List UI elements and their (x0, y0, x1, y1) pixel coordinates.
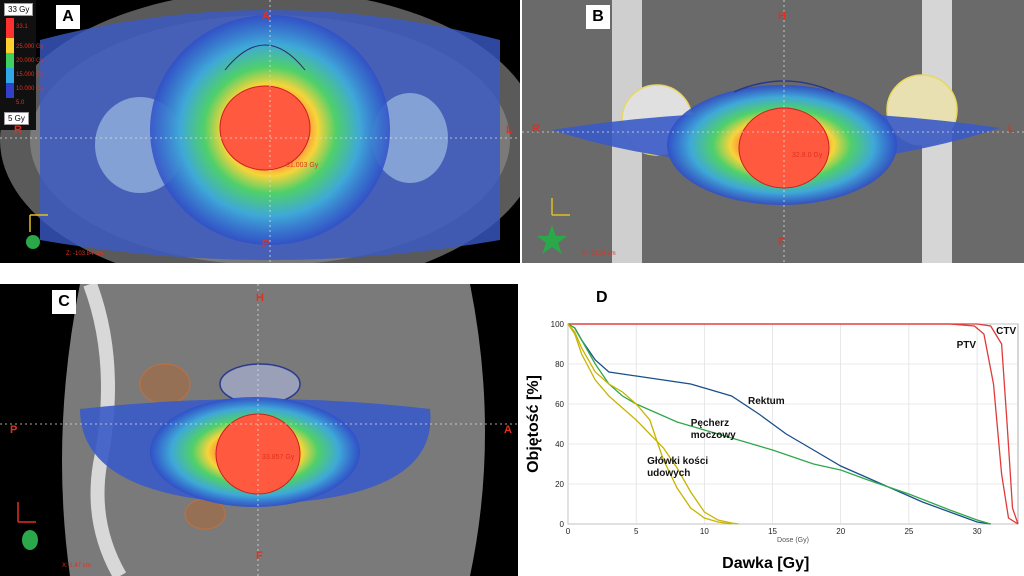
plot-area (567, 323, 1019, 525)
axial-ct-image (0, 0, 520, 263)
x-tick-label: 5 (634, 527, 639, 536)
coord-label-b: Y: -22.03 cm (582, 251, 616, 257)
scale-value-2: 25.000 Gy (16, 44, 44, 50)
scale-value-3: 20.000 Gy (16, 58, 44, 64)
dvh-chart-svg: 0 5 10 15 20 25 30 0 20 40 60 80 100 D Dose (Gy) Dawka … (525, 289, 1019, 572)
orient-bottom-b: F (778, 236, 785, 248)
annotation-pecherz: moczowy (691, 430, 736, 441)
x-axis-small-label: Dose (Gy) (777, 537, 809, 544)
dose-label-a: 31.003 Gy (286, 162, 319, 169)
scale-value-4: 15.000 Gy (16, 72, 44, 78)
panel-letter-b: B (586, 5, 610, 29)
orient-bottom-c: F (256, 550, 263, 562)
series-line-ptv (568, 323, 1019, 525)
orient-right-b: L (1008, 123, 1015, 135)
x-tick-label: 0 (566, 527, 571, 536)
series-line-rektum (567, 323, 991, 525)
orient-bottom-a: P (262, 238, 270, 250)
y-tick-label: 40 (555, 440, 564, 449)
scale-value-5: 10.000 Gy (16, 86, 44, 92)
series-line-główki-kości-udowych (567, 323, 732, 525)
scale-value-1: 33.1 (16, 24, 28, 30)
orient-top-b: H (778, 10, 786, 22)
y-tick-label: 60 (555, 400, 564, 409)
coord-label-a: Z: -103.84 cm (66, 251, 104, 257)
annotation-ctv: CTV (996, 326, 1016, 337)
orient-right-c: A (504, 424, 512, 436)
orient-right-a: L (506, 124, 513, 136)
annotation-pecherz: Pęcherz (691, 418, 729, 429)
coord-label-c: X: 1.47 cm (62, 563, 91, 569)
coronal-ct-image (522, 0, 1024, 263)
panel-letter-c: C (52, 290, 76, 314)
panel-a-axial: 33 Gy 5 Gy 33.1 25.000 Gy 20.000 Gy 15.0… (0, 0, 520, 263)
sagittal-ct-image (0, 284, 520, 576)
panel-letter-d: D (596, 289, 608, 306)
x-tick-label: 20 (836, 527, 845, 536)
orient-top-a: A (262, 10, 270, 22)
panel-c-sagittal: C H F P A 33.857 Gy X: 1.47 cm (0, 284, 520, 576)
dose-label-b: 32.8.0 Gy (792, 152, 823, 159)
annotation-glowki: udowych (647, 468, 690, 479)
y-axis-label: Objętość [%] (525, 375, 542, 473)
dose-label-c: 33.857 Gy (262, 454, 295, 461)
dose-legend-max: 33 Gy (4, 3, 34, 16)
panel-b-coronal: B H F R L 32.8.0 Gy Y: -22.03 cm (522, 0, 1024, 263)
orient-left-c: P (10, 424, 18, 436)
annotation-ptv: PTV (957, 340, 977, 351)
orient-left-a: R (14, 124, 22, 136)
orient-left-b: R (532, 123, 540, 135)
x-tick-label: 10 (700, 527, 709, 536)
x-tick-label: 15 (768, 527, 777, 536)
y-tick-label: 80 (555, 360, 564, 369)
x-tick-label: 30 (973, 527, 982, 536)
x-tick-label: 25 (904, 527, 913, 536)
y-tick-label: 20 (555, 480, 564, 489)
y-tick-label: 100 (551, 320, 565, 329)
series-line-główki-kości-udowych-2 (567, 323, 739, 525)
panel-letter-a: A (56, 5, 80, 29)
annotation-rektum: Rektum (748, 396, 785, 407)
series-line-pęcherz-moczowy (567, 323, 991, 525)
dose-legend-min: 5 Gy (4, 112, 29, 125)
x-axis-label: Dawka [Gy] (722, 555, 809, 572)
scale-value-6: 5.0 (16, 100, 25, 106)
y-tick-label: 0 (560, 520, 565, 529)
orient-top-c: H (256, 292, 264, 304)
annotation-glowki: Główki kości (647, 456, 708, 467)
panel-d-dvh-chart: 0 5 10 15 20 25 30 0 20 40 60 80 100 D Dose (Gy) Dawka … (518, 284, 1024, 576)
